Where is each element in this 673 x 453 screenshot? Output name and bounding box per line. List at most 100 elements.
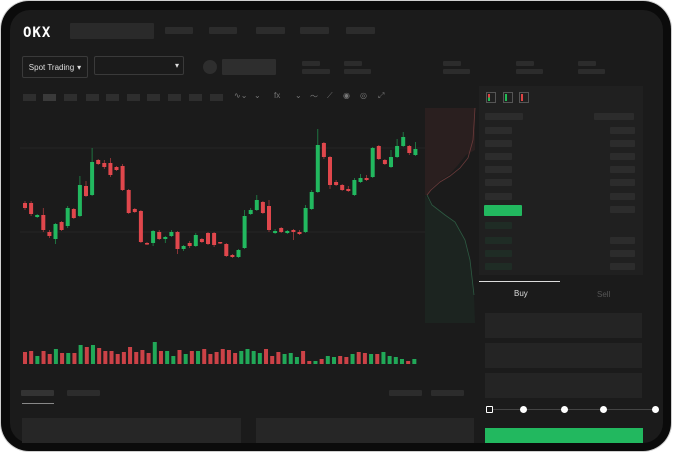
interval-button[interactable] — [64, 94, 77, 101]
stat-value — [443, 69, 470, 74]
volume-bar — [41, 351, 46, 364]
bid-price[interactable] — [485, 237, 512, 244]
ruler-icon[interactable]: ⟋ — [327, 91, 333, 100]
volume-bar — [47, 354, 52, 364]
candle-body — [138, 211, 143, 242]
ask-price[interactable] — [485, 140, 512, 147]
volume-bar — [399, 359, 404, 364]
spot-trading-dropdown[interactable]: Spot Trading ▾ — [22, 56, 88, 78]
bid-price[interactable] — [485, 250, 512, 257]
volume-bar — [369, 354, 374, 364]
candle-body — [206, 233, 210, 244]
stat-label — [443, 61, 461, 66]
volume-bar — [406, 361, 411, 364]
interval-button[interactable] — [43, 94, 56, 101]
nav-item[interactable] — [346, 27, 375, 34]
ask-price[interactable] — [485, 166, 512, 173]
ask-amount — [610, 127, 635, 134]
nav-item[interactable] — [209, 27, 237, 34]
candle-body — [224, 244, 229, 256]
tab-sell[interactable]: Sell — [597, 290, 611, 299]
pair-dropdown[interactable]: ▾ — [94, 56, 184, 75]
camera-icon[interactable]: ◉ — [343, 91, 350, 100]
volume-bar — [177, 350, 182, 364]
slider-step-4[interactable] — [652, 406, 659, 413]
stat-label — [578, 61, 596, 66]
candle-body — [102, 163, 107, 167]
tab-buy[interactable]: Buy — [514, 289, 528, 298]
slider-step-3[interactable] — [600, 406, 607, 413]
candle-body — [90, 162, 95, 195]
bid-price[interactable] — [485, 222, 512, 229]
stat-value — [578, 69, 605, 74]
filter-button[interactable] — [431, 390, 464, 396]
price-input[interactable] — [485, 313, 642, 338]
ask-price[interactable] — [485, 179, 512, 186]
chart-type-icon[interactable]: ∿⌄ — [234, 91, 248, 100]
ask-price[interactable] — [485, 153, 512, 160]
tab-order-history[interactable] — [67, 390, 100, 396]
depth-bids — [425, 195, 475, 323]
candle-body — [279, 228, 284, 232]
interval-button[interactable] — [189, 94, 202, 101]
interval-button[interactable] — [86, 94, 99, 101]
interval-button[interactable] — [147, 94, 160, 101]
volume-bar — [196, 351, 201, 364]
slider-step-2[interactable] — [561, 406, 568, 413]
candle-body — [163, 237, 168, 239]
stat-value — [344, 69, 371, 74]
bid-amount — [610, 237, 635, 244]
ask-amount — [610, 140, 635, 147]
interval-button[interactable] — [23, 94, 36, 101]
nav-item[interactable] — [165, 27, 193, 34]
candle-body — [212, 233, 217, 245]
bids-only-icon[interactable] — [503, 92, 513, 103]
candle-body — [193, 235, 198, 246]
stat-value — [516, 69, 543, 74]
amount-input[interactable] — [485, 343, 642, 368]
total-input[interactable] — [485, 373, 642, 398]
indicator-icon[interactable]: fx — [274, 91, 281, 100]
both-sides-icon[interactable] — [486, 92, 496, 103]
slider-step-0[interactable] — [486, 406, 493, 413]
chevron-down-icon[interactable]: ⌄ — [295, 91, 302, 100]
depth-asks-line — [426, 107, 476, 196]
volume-bar — [158, 351, 163, 364]
buy-button[interactable] — [485, 428, 643, 443]
ask-price[interactable] — [485, 193, 512, 200]
bid-price[interactable] — [485, 263, 512, 270]
volume-bar — [128, 347, 133, 364]
slider-step-1[interactable] — [520, 406, 527, 413]
last-price — [484, 205, 522, 216]
interval-button[interactable] — [127, 94, 140, 101]
volume-bar — [356, 352, 361, 364]
candle-body — [77, 185, 82, 216]
volume-bar — [60, 353, 65, 364]
candle-body — [254, 200, 259, 210]
ask-price[interactable] — [485, 127, 512, 134]
volume-bar — [78, 345, 83, 364]
settings-icon[interactable]: ◎ — [360, 91, 367, 100]
candle-type-icon[interactable]: ⌄ — [254, 91, 261, 100]
fullscreen-icon[interactable]: ⤢ — [378, 91, 385, 100]
okx-logo[interactable]: OKX — [23, 25, 52, 41]
interval-button[interactable] — [168, 94, 181, 101]
volume-bar — [146, 353, 151, 364]
tab-open-orders[interactable] — [21, 390, 54, 396]
interval-button[interactable] — [210, 94, 223, 101]
filter-button[interactable] — [389, 390, 422, 396]
nav-item[interactable] — [300, 27, 329, 34]
asks-only-icon[interactable] — [519, 92, 529, 103]
volume-bar — [183, 354, 188, 364]
volume-bar — [35, 356, 40, 364]
nav-item[interactable] — [256, 27, 285, 34]
interval-button[interactable] — [106, 94, 119, 101]
volume-bar — [350, 354, 355, 364]
candle-body — [291, 230, 296, 232]
search-bar[interactable] — [70, 23, 154, 39]
volume-bar — [115, 354, 120, 364]
line-tool-icon[interactable]: 〜 — [310, 92, 318, 101]
leverage-slider-track[interactable] — [489, 409, 655, 410]
volume-bar — [121, 352, 126, 364]
